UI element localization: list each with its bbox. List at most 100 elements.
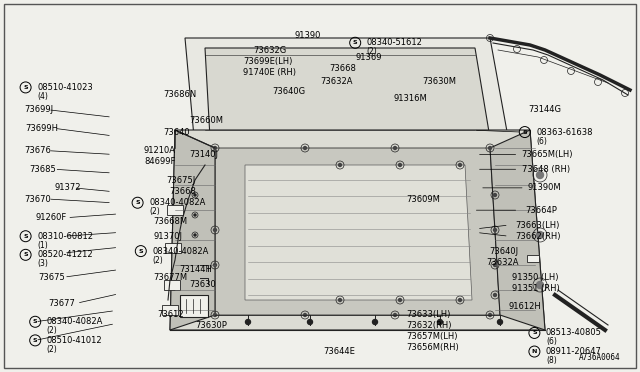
Text: 73144G: 73144G	[528, 105, 561, 114]
Text: 91316M: 91316M	[394, 94, 428, 103]
Text: 91372: 91372	[54, 183, 81, 192]
Text: (3): (3)	[37, 259, 48, 268]
Text: S: S	[23, 234, 28, 239]
Text: 73662(RH): 73662(RH)	[515, 232, 561, 241]
Text: 73640G: 73640G	[272, 87, 305, 96]
Text: 91210A: 91210A	[144, 146, 176, 155]
Polygon shape	[205, 48, 490, 138]
Circle shape	[493, 294, 497, 296]
Circle shape	[339, 298, 342, 301]
Circle shape	[536, 231, 543, 238]
Circle shape	[458, 298, 461, 301]
Text: 73675: 73675	[38, 273, 65, 282]
Text: (2): (2)	[367, 47, 378, 56]
Text: S: S	[532, 330, 537, 336]
Circle shape	[394, 314, 397, 317]
Text: 08340-4082A: 08340-4082A	[152, 247, 209, 256]
Text: 91612H: 91612H	[509, 302, 541, 311]
Text: 91390: 91390	[294, 31, 321, 40]
Text: 91370J: 91370J	[154, 232, 182, 241]
Text: 08520-41212: 08520-41212	[37, 250, 93, 259]
Text: 08911-20647: 08911-20647	[546, 347, 602, 356]
Text: 73685: 73685	[29, 165, 56, 174]
Text: S: S	[135, 200, 140, 205]
Text: 08363-61638: 08363-61638	[536, 128, 593, 137]
Text: 73632A: 73632A	[486, 258, 519, 267]
Text: 73699E(LH): 73699E(LH)	[243, 57, 292, 66]
Polygon shape	[170, 130, 215, 330]
Text: 08513-40805: 08513-40805	[546, 328, 602, 337]
Circle shape	[214, 147, 216, 150]
Text: 73676: 73676	[24, 146, 51, 155]
FancyBboxPatch shape	[165, 243, 181, 253]
Text: 73632G: 73632G	[253, 46, 286, 55]
Text: 73632(RH): 73632(RH)	[406, 321, 452, 330]
Text: (6): (6)	[536, 137, 547, 145]
Text: S: S	[138, 248, 143, 254]
Circle shape	[458, 164, 461, 167]
Circle shape	[303, 314, 307, 317]
Text: 08510-41012: 08510-41012	[47, 336, 102, 345]
Text: 73675J: 73675J	[166, 176, 196, 185]
Circle shape	[493, 228, 497, 231]
Text: 73699J: 73699J	[24, 105, 54, 114]
Text: S: S	[522, 129, 527, 135]
Circle shape	[536, 282, 543, 289]
FancyBboxPatch shape	[164, 280, 180, 290]
Circle shape	[194, 194, 196, 196]
Text: A736A0064: A736A0064	[579, 353, 620, 362]
Text: S: S	[353, 40, 358, 45]
Circle shape	[214, 263, 216, 266]
Text: 08510-41023: 08510-41023	[37, 83, 93, 92]
Circle shape	[493, 263, 497, 266]
Text: 73668: 73668	[170, 187, 196, 196]
Text: 73677: 73677	[48, 299, 75, 308]
Text: 91390M: 91390M	[528, 183, 562, 192]
Text: 73644E: 73644E	[323, 347, 355, 356]
Text: 73630M: 73630M	[422, 77, 456, 86]
Text: 91351 (RH): 91351 (RH)	[512, 284, 560, 293]
Text: 73630: 73630	[189, 280, 216, 289]
Circle shape	[399, 298, 401, 301]
Text: 73670: 73670	[24, 195, 51, 203]
Circle shape	[194, 234, 196, 236]
Circle shape	[194, 214, 196, 216]
Text: 08340-51612: 08340-51612	[367, 38, 422, 47]
Circle shape	[394, 147, 397, 150]
Circle shape	[488, 314, 492, 317]
Polygon shape	[170, 130, 545, 330]
Text: 73140J: 73140J	[189, 150, 218, 159]
Text: 73660M: 73660M	[189, 116, 223, 125]
Text: 08340-4082A: 08340-4082A	[149, 198, 205, 207]
Circle shape	[339, 164, 342, 167]
Polygon shape	[185, 38, 510, 148]
Text: 73699H: 73699H	[26, 124, 59, 133]
Polygon shape	[245, 165, 472, 300]
Text: 73656M(RH): 73656M(RH)	[406, 343, 459, 352]
Circle shape	[536, 171, 543, 179]
Text: 73657M(LH): 73657M(LH)	[406, 332, 458, 341]
Circle shape	[303, 147, 307, 150]
Text: S: S	[33, 338, 38, 343]
Text: 73664P: 73664P	[525, 206, 557, 215]
Circle shape	[488, 147, 492, 150]
Circle shape	[493, 193, 497, 196]
Text: (6): (6)	[546, 337, 557, 346]
Text: 73630P: 73630P	[195, 321, 227, 330]
Circle shape	[307, 320, 312, 324]
Bar	[527, 255, 539, 262]
Text: (2): (2)	[149, 207, 160, 216]
Circle shape	[399, 164, 401, 167]
Text: 08310-60812: 08310-60812	[37, 232, 93, 241]
Polygon shape	[490, 130, 545, 330]
Text: 73640J: 73640J	[490, 247, 519, 256]
Text: 73144H: 73144H	[179, 265, 212, 274]
Text: (2): (2)	[152, 256, 163, 264]
Text: 73648 (RH): 73648 (RH)	[522, 165, 570, 174]
Text: (8): (8)	[546, 356, 557, 365]
Text: 73677M: 73677M	[154, 273, 188, 282]
Text: 73668M: 73668M	[154, 217, 188, 226]
Text: 91740E (RH): 91740E (RH)	[243, 68, 296, 77]
Text: 84699F: 84699F	[144, 157, 175, 166]
Text: S: S	[23, 85, 28, 90]
